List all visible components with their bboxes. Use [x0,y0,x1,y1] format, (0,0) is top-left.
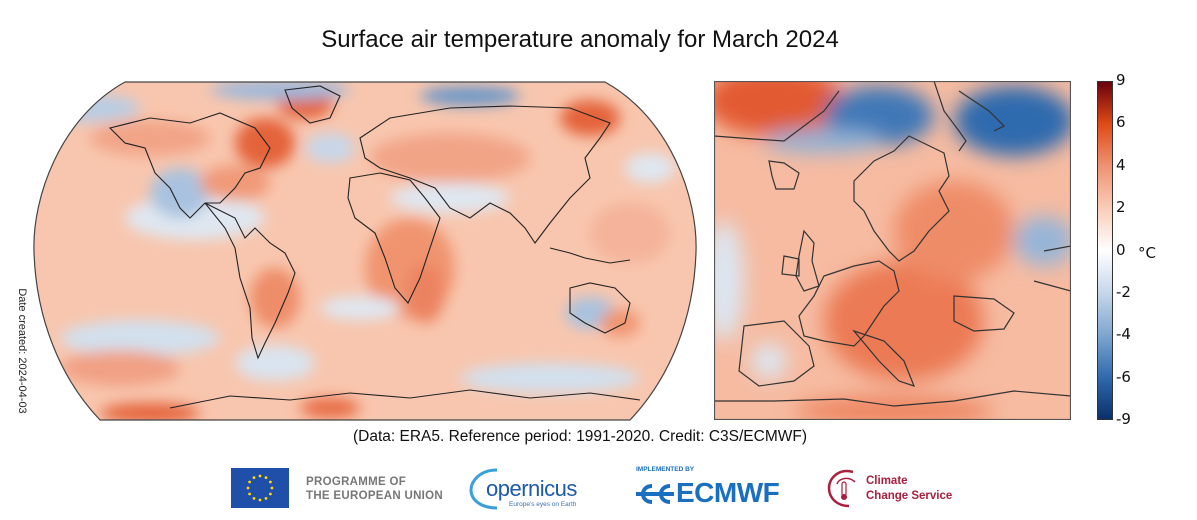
europe-anomaly-map [714,81,1071,420]
global-coastlines [108,85,641,409]
eu-text-line2: THE EUROPEAN UNION [306,490,444,502]
eu-text-line1: PROGRAMME OF [306,476,407,488]
colorbar-tick-label: -4 [1116,325,1131,344]
eu-programme-text: PROGRAMME OF THE EUROPEAN UNION [306,475,443,503]
colorbar [1097,81,1113,420]
colorbar-tick-label: 2 [1116,198,1126,217]
ecmwf-implemented-by: IMPLEMENTED BY [636,466,695,473]
ecmwf-logo-text: ECMWF [676,477,780,508]
c3s-text-line1: Climate [866,475,908,487]
c3s-text-line2: Change Service [866,490,953,502]
europe-map-border [714,81,1071,420]
europe-coastlines [714,81,1071,407]
logo-row: PROGRAMME OF THE EUROPEAN UNION opernicu… [0,462,1197,512]
global-field [33,82,697,420]
colorbar-unit: °C [1138,244,1156,262]
c3s-logo-text: Climate Change Service [866,474,952,504]
colorbar-tick-label: 4 [1116,155,1126,174]
c3s-thermometer-icon [827,469,856,508]
colorbar-gradient [1097,81,1113,420]
europe-field [714,81,1071,420]
copernicus-arc-icon [469,468,498,510]
colorbar-tick-label: -2 [1116,282,1131,301]
colorbar-tick-label: 6 [1116,113,1126,132]
copernicus-tagline: Europe's eyes on Earth [509,501,577,508]
global-map-border [33,81,697,421]
credit-line: (Data: ERA5. Reference period: 1991-2020… [353,428,807,445]
global-anomaly-map [33,81,697,421]
ecmwf-symbol-icon [636,484,674,504]
date-created-label: Date created: 2024-04-03 [16,288,28,414]
colorbar-tick-label: 9 [1116,71,1126,89]
chart-title: Surface air temperature anomaly for Marc… [321,26,839,53]
colorbar-tick-label: -9 [1116,410,1131,428]
colorbar-tick-label: -6 [1116,367,1131,386]
eu-flag-icon [231,468,289,508]
copernicus-logo-text: opernicus [486,476,577,501]
colorbar-tick-label: 0 [1116,240,1126,259]
